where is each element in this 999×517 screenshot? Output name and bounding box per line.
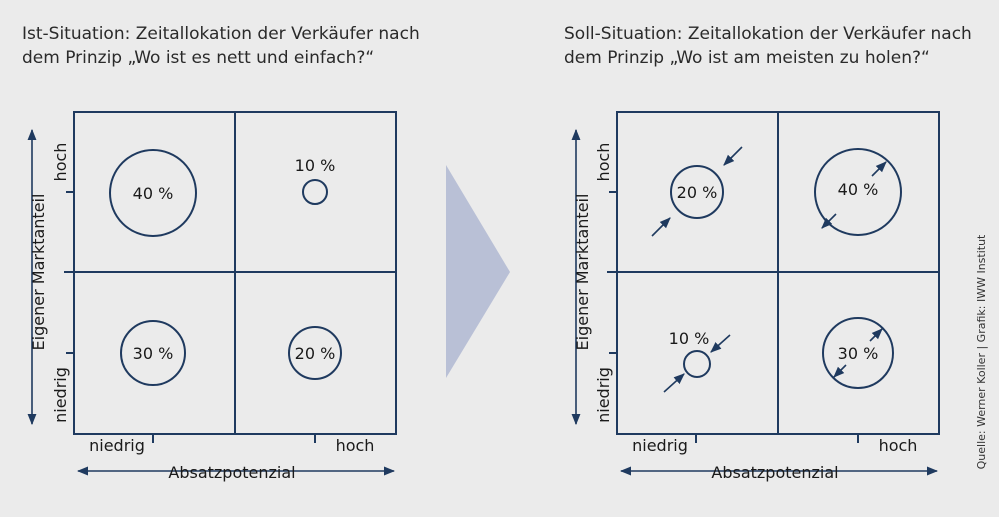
right-top-right-arrow-ne bbox=[871, 161, 887, 177]
right-bottom-left-arrow-out bbox=[710, 334, 731, 353]
right-pct-bottom-left: 10 % bbox=[669, 329, 710, 348]
left-circle-bottom-right bbox=[288, 326, 342, 380]
right-bottom-right-arrow-ne bbox=[869, 328, 883, 342]
left-y-high-label: hoch bbox=[51, 143, 70, 182]
left-y-low-label: niedrig bbox=[51, 367, 70, 423]
right-top-left-grow-arrow-in bbox=[651, 217, 671, 237]
left-x-high-label: hoch bbox=[336, 436, 375, 455]
right-bottom-left-arrow-in bbox=[663, 373, 685, 393]
left-circle-top-right bbox=[302, 179, 328, 205]
left-title: Ist-Situation: Zeitallokation der Verkäu… bbox=[22, 22, 420, 70]
left-pct-top-left: 40 % bbox=[133, 184, 174, 203]
right-y-low-label: niedrig bbox=[594, 367, 613, 423]
transition-arrow-shape bbox=[446, 165, 510, 378]
right-pct-top-left: 20 % bbox=[677, 183, 718, 202]
right-circle-top-right bbox=[814, 148, 902, 236]
right-x-low-label: niedrig bbox=[632, 436, 688, 455]
right-y-high-label: hoch bbox=[594, 143, 613, 182]
right-y-axis-label: Eigener Marktanteil bbox=[573, 194, 592, 351]
right-circle-bottom-right bbox=[822, 317, 894, 389]
left-circle-bottom-left bbox=[120, 320, 186, 386]
right-title-line1: Soll-Situation: Zeitallokation der Verkä… bbox=[564, 24, 972, 44]
left-pct-bottom-left: 30 % bbox=[133, 344, 174, 363]
right-top-left-grow-arrow-out bbox=[723, 146, 743, 166]
right-bottom-right-arrow-sw bbox=[833, 364, 847, 378]
left-x-axis-label: Absatzpotenzial bbox=[168, 463, 295, 482]
left-pct-bottom-right: 20 % bbox=[295, 344, 336, 363]
right-top-right-arrow-sw bbox=[821, 213, 837, 229]
right-title: Soll-Situation: Zeitallokation der Verkä… bbox=[564, 22, 972, 70]
right-circle-bottom-left bbox=[683, 350, 711, 378]
right-x-axis-label: Absatzpotenzial bbox=[711, 463, 838, 482]
left-x-low-label: niedrig bbox=[89, 436, 145, 455]
left-title-line1: Ist-Situation: Zeitallokation der Verkäu… bbox=[22, 24, 420, 44]
left-circle-top-left bbox=[109, 149, 197, 237]
right-title-line2: dem Prinzip „Wo ist am meisten zu holen?… bbox=[564, 48, 930, 68]
right-matrix bbox=[571, 111, 940, 476]
right-pct-top-right: 40 % bbox=[838, 180, 879, 199]
left-pct-top-right: 10 % bbox=[295, 156, 336, 175]
left-title-line2: dem Prinzip „Wo ist es nett und einfach?… bbox=[22, 48, 375, 68]
left-y-axis-label: Eigener Marktanteil bbox=[29, 194, 48, 351]
right-pct-bottom-right: 30 % bbox=[838, 344, 879, 363]
right-circle-top-left bbox=[670, 165, 724, 219]
source-credit: Quelle: Werner Koller | Grafik: IWW Inst… bbox=[975, 234, 988, 469]
left-matrix bbox=[27, 111, 397, 476]
right-x-high-label: hoch bbox=[879, 436, 918, 455]
